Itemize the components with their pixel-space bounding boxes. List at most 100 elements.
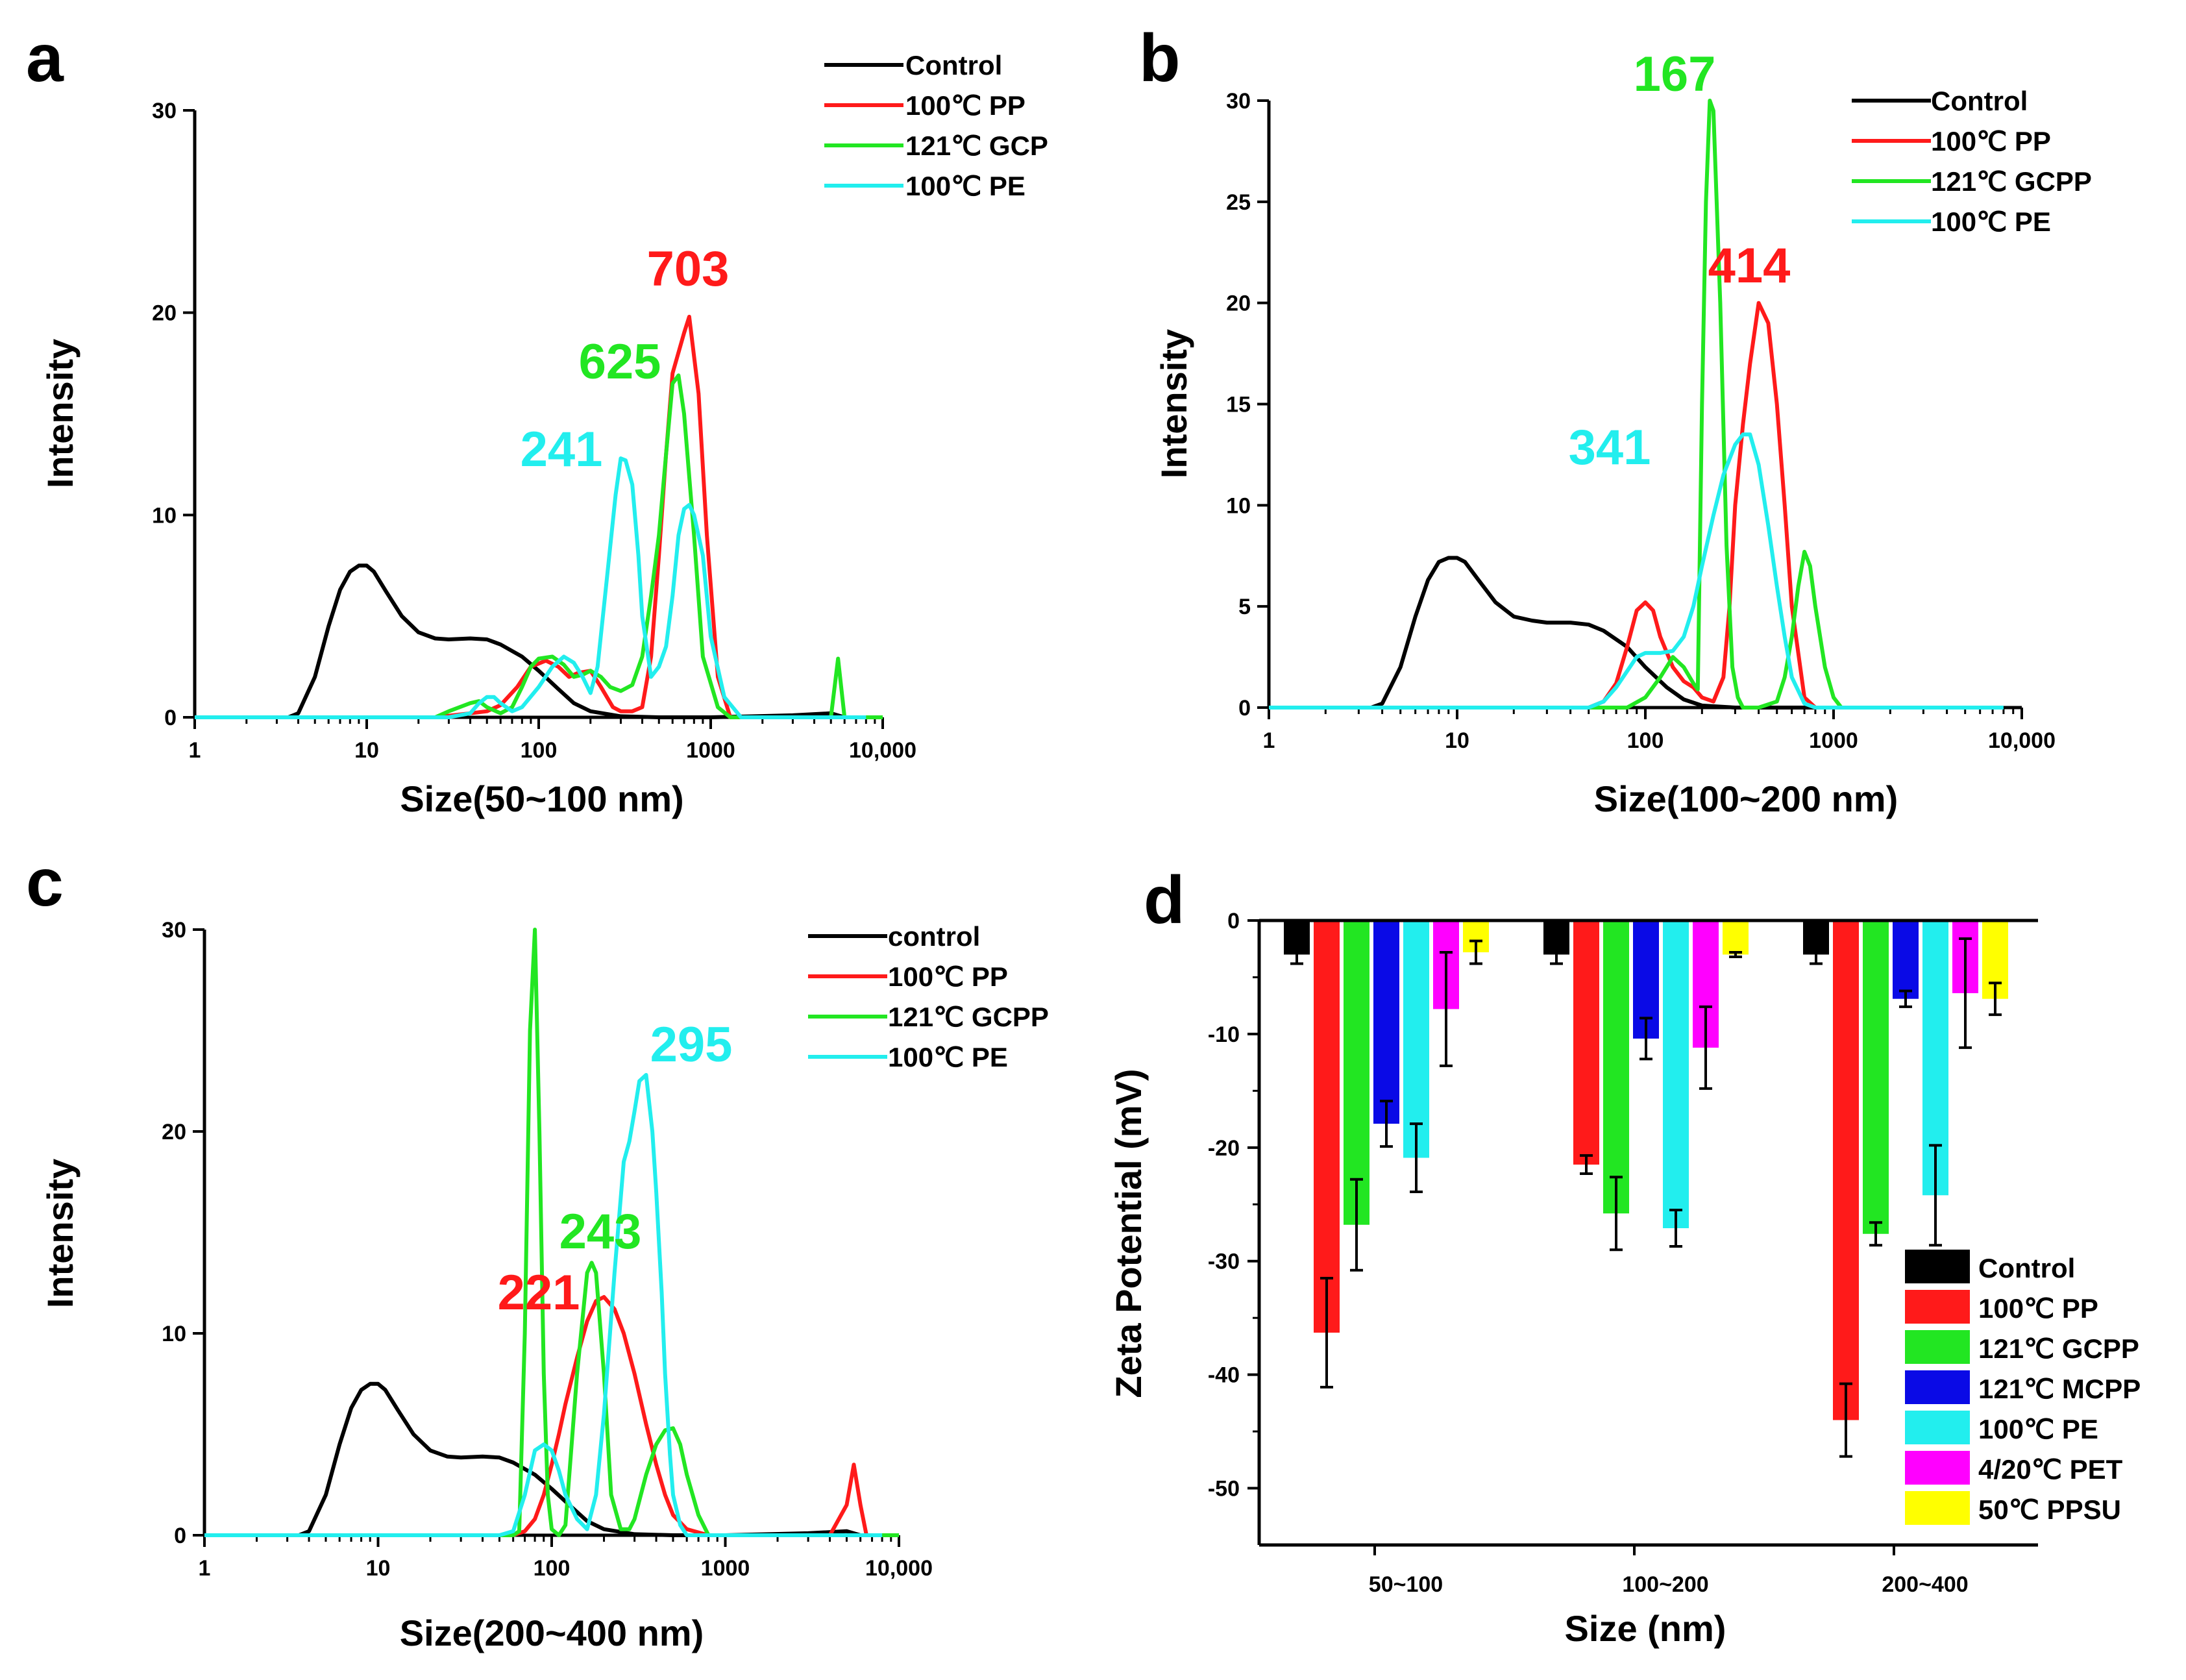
x-tick-label: 100: [1627, 728, 1664, 753]
x-tick-label: 100: [521, 738, 558, 763]
series-line-121-gcpp: [204, 928, 899, 1537]
legend-swatch: [1905, 1290, 1970, 1324]
x-axis-title: Size(200~400 nm): [400, 1612, 704, 1653]
y-tick-label: -30: [1208, 1250, 1240, 1274]
y-tick-label: 15: [1226, 393, 1251, 417]
x-tick-label: 10,000: [1988, 728, 2056, 753]
bar-100-pe: [1663, 920, 1689, 1229]
legend-label: 100℃ PE: [905, 171, 1025, 201]
bar-50-ppsu: [1723, 920, 1749, 955]
legend-label: 121℃ GCPP: [1931, 166, 2092, 197]
y-tick-label: 10: [1226, 493, 1251, 518]
legend-label: Control: [1978, 1253, 2075, 1283]
y-tick-label: 30: [162, 918, 186, 943]
x-tick-label: 10,000: [865, 1556, 933, 1581]
panel-letter: c: [26, 845, 64, 920]
x-tick-label: 10: [1445, 728, 1469, 753]
y-tick-label: 20: [162, 1120, 186, 1144]
series-line-121-gcp: [195, 373, 883, 719]
x-tick-label: 100: [534, 1556, 571, 1581]
peak-label: 341: [1569, 420, 1651, 475]
panel-a: a 1 10 100 1000 10,000 0 10 20 30 Size(50~100 nm) I…: [26, 21, 1048, 819]
series-line-100-pe: [204, 1072, 883, 1537]
panel-d: d 50~100 100~200 200~400 0 -10 -20 -30 -40 -50 Siz…: [1108, 863, 2141, 1649]
series-line-100-pe: [195, 456, 866, 719]
peak-label: 167: [1634, 47, 1716, 102]
series-line-100-pp: [1269, 301, 1817, 710]
legend-label: 121℃ GCP: [905, 130, 1048, 161]
x-tick-label: 10: [354, 738, 379, 763]
x-category-label: 50~100: [1369, 1572, 1443, 1597]
legend-swatch: [1905, 1370, 1970, 1404]
series-line-control: [1269, 556, 1834, 710]
series-line-121-gcpp: [1269, 99, 1843, 710]
legend-label: 121℃ GCPP: [1978, 1333, 2139, 1364]
y-tick-label: -10: [1208, 1022, 1240, 1047]
y-tick-label: 0: [1238, 696, 1251, 721]
bar-100-pp: [1573, 920, 1599, 1165]
legend-label: Control: [1931, 86, 2028, 116]
x-tick-label: 1: [199, 1556, 211, 1581]
peak-label: 243: [559, 1204, 642, 1259]
legend-swatch: [1905, 1330, 1970, 1364]
x-tick-label: 1000: [701, 1556, 750, 1581]
bar-100-pe: [1403, 920, 1429, 1158]
legend-label: 121℃ GCPP: [888, 1002, 1049, 1032]
bar-121-gcpp: [1863, 920, 1889, 1234]
y-axis-title: Intensity: [1153, 329, 1194, 478]
peak-label: 221: [498, 1265, 580, 1320]
legend-swatch: [1905, 1491, 1970, 1525]
x-category-label: 200~400: [1882, 1572, 1968, 1597]
legend-label: 100℃ PP: [1978, 1293, 2098, 1324]
y-tick-label: 0: [174, 1524, 186, 1548]
bar-100-pp: [1833, 920, 1859, 1420]
y-tick-label: 20: [152, 301, 177, 326]
x-axis-title: Size (nm): [1565, 1608, 1726, 1649]
legend-swatch: [1905, 1451, 1970, 1485]
legend-label: 4/20℃ PET: [1978, 1454, 2123, 1485]
panel-b: b 1 10 100 1000 10,000 0 5 10 15 20 25 30 Size(100~20…: [1139, 21, 2092, 819]
y-tick-label: -40: [1208, 1363, 1240, 1388]
peak-label: 295: [650, 1017, 733, 1072]
x-axis-title: Size(50~100 nm): [400, 778, 683, 819]
y-tick-label: 10: [152, 503, 177, 528]
legend-label: 100℃ PE: [888, 1042, 1008, 1072]
x-tick-label: 1: [189, 738, 201, 763]
y-tick-label: 0: [164, 706, 177, 730]
y-axis-title: Zeta Potential (mV): [1108, 1069, 1149, 1398]
y-axis-title: Intensity: [40, 339, 80, 488]
series-line-100-pp: [204, 1295, 899, 1537]
x-tick-label: 1: [1263, 728, 1275, 753]
y-tick-label: 0: [1227, 909, 1240, 933]
legend-label: 50℃ PPSU: [1978, 1494, 2121, 1525]
bar-121-mcpp: [1373, 920, 1399, 1124]
legend-swatch: [1905, 1250, 1970, 1283]
panel-letter: b: [1139, 21, 1181, 96]
bar-121-mcpp: [1893, 920, 1919, 999]
y-tick-label: 5: [1238, 595, 1251, 619]
y-tick-label: 30: [1226, 89, 1251, 114]
bar-121-gcpp: [1603, 920, 1629, 1214]
y-axis-title: Intensity: [40, 1159, 80, 1308]
peak-label: 414: [1708, 238, 1791, 293]
panel-c: c 1 10 100 1000 10,000 0 10 20 30 Size(200~400 nm)…: [26, 845, 1049, 1653]
y-tick-label: -50: [1208, 1477, 1240, 1501]
x-tick-label: 1000: [686, 738, 735, 763]
series-line-control: [195, 563, 846, 719]
x-axis-title: Size(100~200 nm): [1594, 778, 1898, 819]
legend-label: 100℃ PP: [1931, 126, 2051, 156]
series-line-control: [204, 1381, 861, 1537]
panel-letter: d: [1144, 863, 1185, 938]
x-tick-label: 10,000: [849, 738, 916, 763]
panel-letter: a: [26, 21, 64, 96]
series-line-100-pp: [195, 314, 883, 719]
x-category-label: 100~200: [1622, 1572, 1708, 1597]
peak-label: 703: [647, 241, 730, 297]
bar-100-pp: [1314, 920, 1340, 1333]
y-tick-label: 20: [1226, 291, 1251, 316]
legend-label: 100℃ PE: [1931, 206, 2051, 237]
y-tick-label: 30: [152, 99, 177, 123]
legend-label: 100℃ PE: [1978, 1414, 2098, 1444]
peak-label: 625: [579, 334, 661, 389]
